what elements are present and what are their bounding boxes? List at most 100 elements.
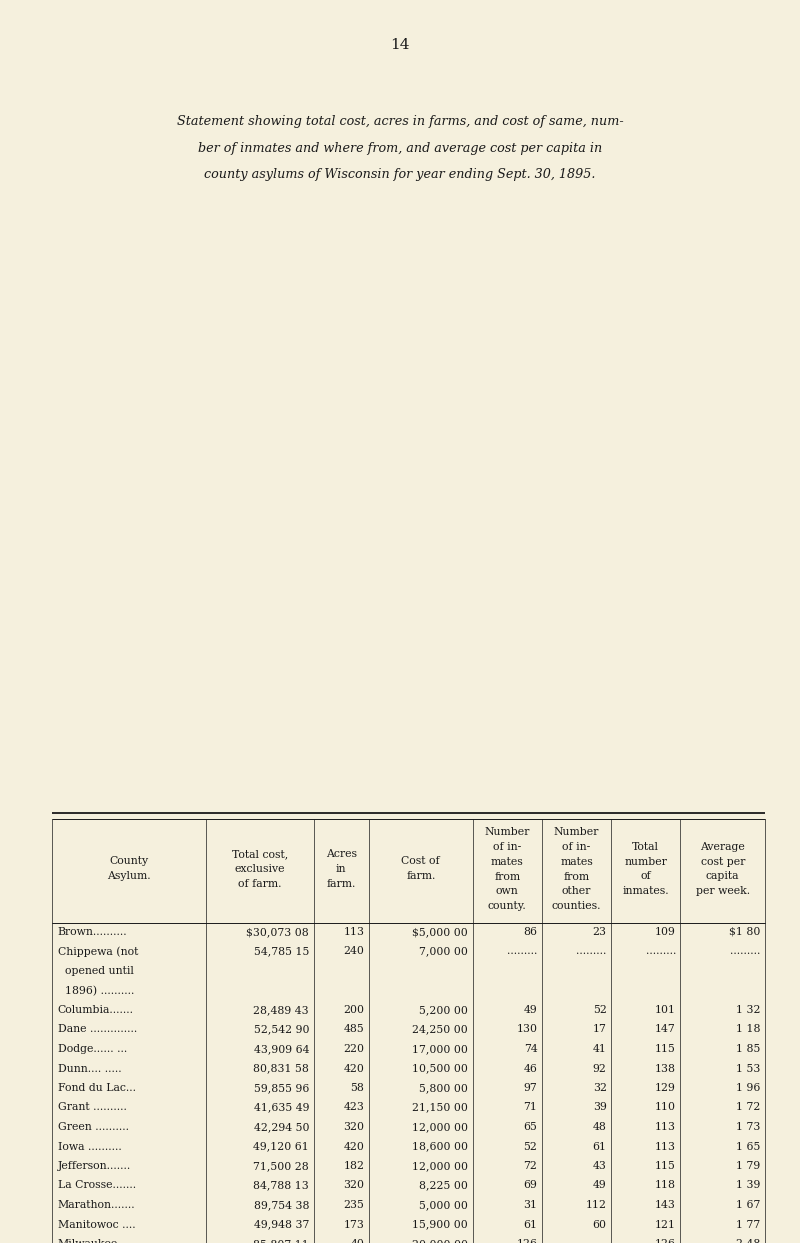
- Text: 20,000 00: 20,000 00: [412, 1239, 468, 1243]
- Text: 72: 72: [523, 1161, 538, 1171]
- Text: capita: capita: [706, 871, 739, 881]
- Text: Marathon.......: Marathon.......: [58, 1199, 135, 1209]
- Text: Asylum.: Asylum.: [107, 871, 150, 881]
- Text: 5,800 00: 5,800 00: [419, 1083, 468, 1093]
- Text: cost per: cost per: [701, 856, 745, 866]
- Text: 173: 173: [343, 1219, 364, 1229]
- Text: .........: .........: [646, 946, 676, 957]
- Text: 41: 41: [593, 1044, 606, 1054]
- Text: 420: 420: [343, 1141, 364, 1151]
- Text: Total: Total: [632, 842, 659, 851]
- Text: 21,150 00: 21,150 00: [412, 1103, 468, 1112]
- Text: Chippewa (not: Chippewa (not: [58, 946, 138, 957]
- Text: 113: 113: [655, 1141, 676, 1151]
- Text: county.: county.: [488, 901, 526, 911]
- Text: of in-: of in-: [562, 842, 590, 853]
- Text: 97: 97: [524, 1083, 538, 1093]
- Text: of in-: of in-: [494, 842, 522, 853]
- Text: 59,855 96: 59,855 96: [254, 1083, 309, 1093]
- Text: 1 67: 1 67: [736, 1199, 761, 1209]
- Text: 52: 52: [593, 1006, 606, 1016]
- Text: 1 96: 1 96: [736, 1083, 761, 1093]
- Text: Number: Number: [485, 828, 530, 838]
- Text: 1 32: 1 32: [736, 1006, 761, 1016]
- Text: Columbia.......: Columbia.......: [58, 1006, 134, 1016]
- Text: 14: 14: [390, 39, 410, 52]
- Text: .........: .........: [507, 946, 538, 957]
- Text: 138: 138: [655, 1064, 676, 1074]
- Text: 423: 423: [343, 1103, 364, 1112]
- Text: 129: 129: [655, 1083, 676, 1093]
- Text: 147: 147: [655, 1024, 676, 1034]
- Text: 10,500 00: 10,500 00: [412, 1064, 468, 1074]
- Text: 5,000 00: 5,000 00: [419, 1199, 468, 1209]
- Text: $30,073 08: $30,073 08: [246, 927, 309, 937]
- Text: 1 73: 1 73: [736, 1122, 761, 1132]
- Text: 1896) ..........: 1896) ..........: [58, 986, 134, 996]
- Text: 12,000 00: 12,000 00: [412, 1161, 468, 1171]
- Text: Manitowoc ....: Manitowoc ....: [58, 1219, 135, 1229]
- Text: 240: 240: [343, 946, 364, 957]
- Text: 52: 52: [523, 1141, 538, 1151]
- Text: 71: 71: [523, 1103, 538, 1112]
- Text: counties.: counties.: [552, 901, 602, 911]
- Text: 80,831 58: 80,831 58: [253, 1064, 309, 1074]
- Text: Dunn.... .....: Dunn.... .....: [58, 1064, 121, 1074]
- Text: Number: Number: [554, 828, 599, 838]
- Text: 5,200 00: 5,200 00: [419, 1006, 468, 1016]
- Text: 58: 58: [350, 1083, 364, 1093]
- Text: 110: 110: [655, 1103, 676, 1112]
- Text: 49: 49: [524, 1006, 538, 1016]
- Text: .........: .........: [730, 946, 761, 957]
- Text: 92: 92: [593, 1064, 606, 1074]
- Text: Dodge...... ...: Dodge...... ...: [58, 1044, 126, 1054]
- Text: 12,000 00: 12,000 00: [412, 1122, 468, 1132]
- Text: 320: 320: [343, 1181, 364, 1191]
- Text: 32: 32: [593, 1083, 606, 1093]
- Text: 86: 86: [523, 927, 538, 937]
- Text: 89,754 38: 89,754 38: [254, 1199, 309, 1209]
- Text: 113: 113: [655, 1122, 676, 1132]
- Text: Total cost,: Total cost,: [231, 849, 288, 859]
- Text: 71,500 28: 71,500 28: [254, 1161, 309, 1171]
- Text: in: in: [336, 864, 346, 874]
- Text: 1 65: 1 65: [736, 1141, 761, 1151]
- Text: number: number: [624, 856, 667, 866]
- Text: own: own: [496, 886, 518, 896]
- Text: 1 77: 1 77: [736, 1219, 761, 1229]
- Text: 2 48: 2 48: [736, 1239, 761, 1243]
- Text: 8,225 00: 8,225 00: [419, 1181, 468, 1191]
- Text: 220: 220: [343, 1044, 364, 1054]
- Text: 39: 39: [593, 1103, 606, 1112]
- Text: .........: .........: [576, 946, 606, 957]
- Text: exclusive: exclusive: [234, 864, 285, 874]
- Text: 235: 235: [343, 1199, 364, 1209]
- Text: La Crosse.......: La Crosse.......: [58, 1181, 136, 1191]
- Text: farm.: farm.: [406, 871, 435, 881]
- Text: from: from: [563, 871, 590, 881]
- Text: 115: 115: [655, 1161, 676, 1171]
- Text: mates: mates: [560, 856, 593, 866]
- Text: inmates.: inmates.: [622, 886, 669, 896]
- Text: Brown..........: Brown..........: [58, 927, 127, 937]
- Text: 130: 130: [517, 1024, 538, 1034]
- Text: 420: 420: [343, 1064, 364, 1074]
- Text: 60: 60: [593, 1219, 606, 1229]
- Text: of: of: [641, 871, 651, 881]
- Text: 49,948 37: 49,948 37: [254, 1219, 309, 1229]
- Text: 143: 143: [655, 1199, 676, 1209]
- Text: .........: .........: [576, 1239, 606, 1243]
- Text: Dane ..............: Dane ..............: [58, 1024, 137, 1034]
- Text: $5,000 00: $5,000 00: [413, 927, 468, 937]
- Text: 320: 320: [343, 1122, 364, 1132]
- Text: Milwaukee.....: Milwaukee.....: [58, 1239, 134, 1243]
- Text: 7,000 00: 7,000 00: [419, 946, 468, 957]
- Text: 31: 31: [523, 1199, 538, 1209]
- Text: from: from: [494, 871, 520, 881]
- Text: 1 39: 1 39: [736, 1181, 761, 1191]
- Text: 17: 17: [593, 1024, 606, 1034]
- Text: per week.: per week.: [696, 886, 750, 896]
- Text: Acres: Acres: [326, 849, 357, 859]
- Text: county asylums of Wisconsin for year ending Sept. 30, 1895.: county asylums of Wisconsin for year end…: [204, 168, 596, 181]
- Text: 49,120 61: 49,120 61: [254, 1141, 309, 1151]
